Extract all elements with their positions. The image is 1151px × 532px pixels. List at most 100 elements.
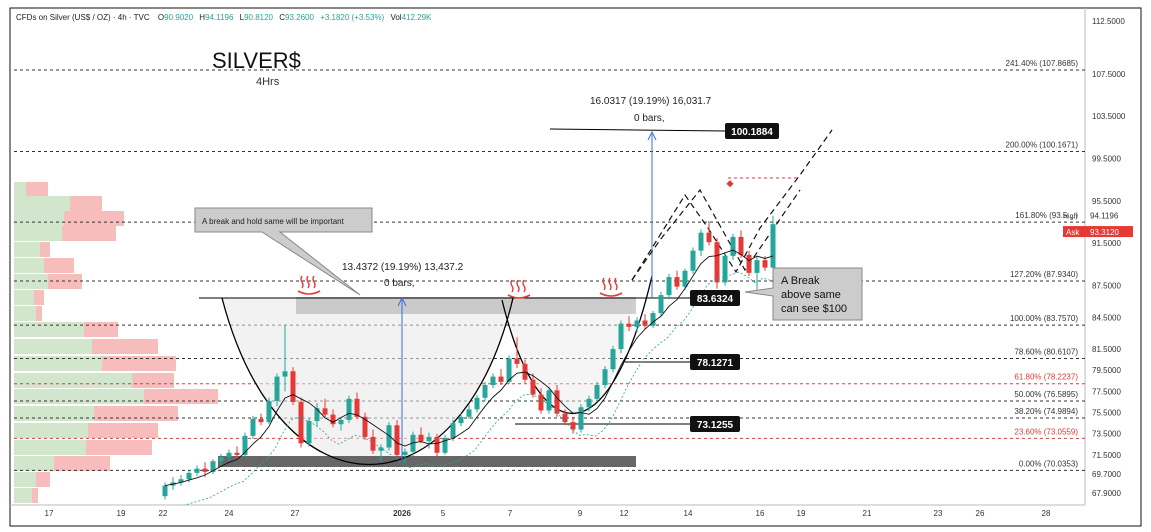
fib-label: 61.80% (78.2237) — [1014, 373, 1078, 382]
candle-body — [666, 277, 672, 296]
break-note-line2: above same — [781, 289, 841, 301]
volume-profile-bar-down — [132, 373, 174, 388]
cup-curve — [221, 297, 514, 466]
candle-body — [602, 369, 608, 386]
volume-profile-bar-down — [94, 406, 178, 421]
price-tick: 84.5000 — [1092, 313, 1121, 322]
time-tick: 14 — [684, 509, 693, 518]
candle-body — [346, 398, 352, 420]
time-tick: 7 — [508, 509, 513, 518]
prev-high-marker — [726, 180, 734, 188]
projection-path-lower — [631, 188, 801, 281]
candle-body — [370, 436, 376, 451]
candle-body — [402, 451, 408, 455]
volume-profile-bar-up — [14, 290, 34, 305]
low-value: 90.8120 — [244, 13, 273, 22]
volume-profile-bar-down — [34, 290, 44, 305]
price-tick: 79.5000 — [1092, 366, 1121, 375]
candle-body — [274, 376, 280, 401]
hot-springs-steam-icon — [516, 279, 520, 293]
candle-body — [362, 416, 368, 437]
measure-arrowhead-right — [647, 130, 657, 141]
measure-right-text: 16.0317 (19.19%) 16,031.7 — [590, 96, 712, 107]
vol-label: Vol — [390, 13, 401, 22]
mid-price-label: 78.1271 — [697, 358, 734, 369]
time-tick: 16 — [756, 509, 765, 518]
symbol-info: CFDs on Silver (US$ / OZ) · 4h · TVC O90… — [16, 13, 432, 22]
close-label: C — [279, 13, 285, 22]
price-tick: 112.5000 — [1092, 17, 1125, 26]
change-value: +3.1820 (+3.53%) — [320, 13, 384, 22]
volume-profile-bar-up — [14, 226, 62, 241]
price-tick: 69.7000 — [1092, 470, 1121, 479]
candle-body — [210, 461, 216, 472]
high-value: 94.1196 — [205, 13, 234, 22]
price-tick: 67.9000 — [1092, 489, 1121, 498]
fib-label: 78.60% (80.6107) — [1014, 347, 1078, 356]
volume-profile-bar-up — [14, 423, 88, 438]
measure-arrowhead-left — [397, 296, 407, 307]
target-line — [549, 128, 726, 132]
candle-body — [314, 408, 320, 422]
candle-body — [234, 452, 240, 455]
price-tick: 81.5000 — [1092, 345, 1121, 354]
time-tick: 27 — [291, 509, 300, 518]
volume-profile-bar-up — [14, 322, 84, 337]
time-tick: 23 — [934, 509, 943, 518]
candle-body — [738, 236, 744, 255]
candle-body — [722, 255, 728, 283]
volume-profile-bar-down — [88, 423, 158, 438]
time-tick: 19 — [117, 509, 126, 518]
candle-body — [482, 385, 488, 398]
candle-body — [594, 385, 600, 399]
candle-body — [426, 436, 432, 442]
price-tick: 99.5000 — [1092, 155, 1121, 164]
price-tick: 73.5000 — [1092, 430, 1121, 439]
handle-zone — [502, 298, 633, 417]
candle-body — [530, 379, 536, 395]
break-note-line3: can see $100 — [781, 303, 847, 315]
ask-tag-bg — [1063, 226, 1133, 238]
candle-body — [354, 398, 360, 417]
hot-springs-icon — [599, 277, 623, 297]
candle-body — [282, 371, 288, 377]
volume-profile-bar-up — [14, 196, 70, 211]
candle-body — [610, 349, 616, 370]
candle-body — [546, 390, 552, 411]
measure-left-text: 13.4372 (19.19%) 13,437.2 — [342, 262, 464, 273]
time-tick: 12 — [620, 509, 629, 518]
volume-profile-bar-up — [14, 373, 132, 388]
candle-body — [762, 260, 768, 268]
support-price-label-bg — [690, 416, 740, 432]
price-tick: 95.5000 — [1092, 197, 1121, 206]
volume-profile-bar-down — [102, 356, 176, 371]
candle-body — [506, 358, 512, 382]
candle-body — [290, 371, 296, 402]
resistance-price-label-bg — [690, 290, 740, 306]
candle-body — [650, 313, 656, 326]
ask-tag-value: 93.3120 — [1090, 228, 1119, 237]
support-price-label: 73.1255 — [697, 420, 734, 431]
volume-profile-bar-down — [54, 456, 110, 471]
candle-body — [634, 320, 640, 327]
callout-hold-text: A break and hold same will be important — [202, 217, 345, 226]
candle-body — [770, 224, 776, 268]
fib-label: 23.60% (73.0559) — [1014, 427, 1078, 436]
candle-body — [322, 408, 328, 415]
volume-profile-bar-down — [144, 389, 218, 404]
annotations: A break and hold same will be important 1… — [194, 96, 863, 432]
volume-profile-bar-down — [86, 440, 152, 455]
candle-body — [162, 485, 168, 497]
hot-springs-steam-icon — [312, 275, 316, 289]
chart-subtitle: 4Hrs — [256, 76, 280, 88]
price-tick: 75.5000 — [1092, 409, 1121, 418]
price-tick: 91.5000 — [1092, 239, 1121, 248]
candle-body — [258, 418, 264, 423]
candle-body — [434, 436, 440, 453]
measure-left-bars: 0 bars, — [384, 278, 415, 289]
volume-profile-bar-down — [64, 211, 124, 226]
callout-bubble — [194, 207, 373, 296]
chart-title: SILVER$ — [212, 48, 301, 73]
candle-body — [242, 435, 248, 455]
